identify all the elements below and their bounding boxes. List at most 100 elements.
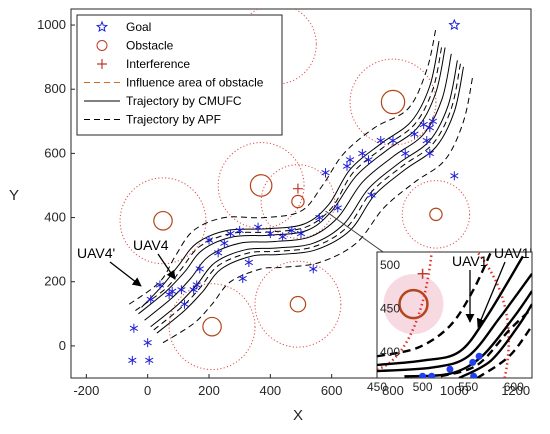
uav-marker-32 bbox=[364, 155, 373, 165]
x-tick-label: 800 bbox=[382, 383, 404, 398]
uav-marker-16 bbox=[226, 229, 235, 239]
y-tick-label: 400 bbox=[44, 210, 66, 225]
uav1-label: UAV1 bbox=[452, 253, 488, 269]
x-tick-label: 0 bbox=[144, 383, 151, 398]
legend-label: Goal bbox=[126, 20, 151, 34]
uav4-arrow bbox=[157, 253, 176, 280]
interference-marker bbox=[292, 183, 303, 194]
y-axis-ticks: 0 200 400 600 800 1000 bbox=[37, 17, 75, 353]
uav-marker-23 bbox=[287, 225, 296, 235]
uav4-label: UAV4 bbox=[133, 237, 169, 253]
influence-area-0 bbox=[119, 177, 207, 265]
legend-label: Obstacle bbox=[126, 39, 174, 53]
trajectories-layer bbox=[129, 28, 474, 344]
legend-label: Interference bbox=[126, 57, 190, 71]
uav-marker-31 bbox=[358, 148, 367, 158]
uav-marker-15 bbox=[220, 238, 229, 248]
y-tick-label: 200 bbox=[44, 274, 66, 289]
annotations: UAV4' UAV4 bbox=[77, 237, 176, 287]
obstacle-4 bbox=[429, 207, 443, 222]
uav-marker-30 bbox=[345, 155, 355, 165]
inset-influence-arc-2 bbox=[476, 252, 510, 378]
inset-cmufc-0 bbox=[377, 255, 524, 367]
x-tick-label: 1000 bbox=[440, 383, 469, 398]
uav-marker-13 bbox=[204, 235, 214, 245]
legend-label: Influence area of obstacle bbox=[126, 76, 264, 90]
uav-marker-0 bbox=[128, 355, 137, 365]
y-tick-label: 800 bbox=[44, 81, 66, 96]
uav-marker-40 bbox=[425, 123, 434, 133]
uav-markers-layer bbox=[128, 18, 461, 365]
goal-marker bbox=[448, 18, 461, 31]
uav-marker-43 bbox=[450, 171, 459, 181]
y-tick-label: 600 bbox=[44, 145, 66, 160]
obstacle-6 bbox=[202, 316, 222, 337]
influence-area-3 bbox=[349, 58, 437, 146]
inset-uav-dot-4 bbox=[475, 352, 483, 360]
apf-trajectory-1 bbox=[162, 76, 474, 344]
uav4-prime-label: UAV4' bbox=[77, 245, 115, 261]
inset-apf-0 bbox=[377, 252, 493, 358]
inset-x-tick-label: 500 bbox=[413, 380, 433, 394]
inset-uav-dot-2 bbox=[446, 365, 454, 373]
cmufc-trajectory-0 bbox=[138, 47, 446, 315]
uav-marker-20 bbox=[253, 222, 263, 232]
legend-label: Trajectory by APF bbox=[126, 113, 221, 127]
inset-cmufc-1 bbox=[377, 272, 532, 373]
influence-area-6 bbox=[168, 283, 256, 371]
uav-marker-18 bbox=[238, 274, 247, 284]
legend-interference-icon bbox=[97, 59, 107, 69]
apf-trajectory-3 bbox=[153, 63, 461, 331]
inset-x-tick-label: 550 bbox=[458, 380, 478, 394]
x-tick-label: 600 bbox=[321, 383, 343, 398]
inset-obstacle bbox=[398, 288, 429, 320]
uav-marker-41 bbox=[428, 116, 438, 126]
uav-marker-24 bbox=[296, 229, 306, 239]
uav-marker-29 bbox=[342, 161, 352, 171]
uav-marker-35 bbox=[388, 136, 398, 146]
uav-marker-2 bbox=[145, 355, 154, 365]
legend: Goal Obstacle Interference Influence area o… bbox=[76, 14, 283, 136]
inset-influence-fill bbox=[383, 274, 444, 335]
uav-marker-37 bbox=[410, 129, 419, 139]
uav-marker-33 bbox=[367, 190, 376, 200]
apf-trajectory-0 bbox=[129, 28, 437, 305]
obstacle-0 bbox=[153, 210, 173, 231]
inset-apf-2 bbox=[476, 325, 532, 378]
inset-x-tick-label: 600 bbox=[504, 380, 524, 394]
legend-goal-icon bbox=[95, 20, 109, 33]
zoom-inset: 450 500 550 600 400 450 500 UAV1 UAV1' bbox=[325, 210, 533, 394]
cmufc-trajectory-3 bbox=[156, 66, 464, 334]
uav-marker-9 bbox=[180, 299, 189, 309]
apf-trajectory-2 bbox=[135, 44, 443, 312]
inset-uav-dot-5 bbox=[470, 372, 478, 378]
inset-x-tick-label: 450 bbox=[367, 380, 387, 394]
cmufc-trajectory-4 bbox=[141, 41, 440, 308]
uav-marker-25 bbox=[309, 264, 318, 274]
uav-marker-7 bbox=[168, 286, 177, 296]
legend-label: Trajectory by CMUFC bbox=[126, 94, 242, 108]
uav-marker-8 bbox=[177, 285, 186, 295]
uav-marker-34 bbox=[376, 136, 385, 146]
inset-y-tick-label: 500 bbox=[380, 258, 400, 272]
x-tick-label: -200 bbox=[73, 383, 99, 398]
obstacle-2 bbox=[291, 194, 305, 209]
obstacle-1 bbox=[249, 174, 273, 197]
uav-marker-12 bbox=[195, 264, 204, 274]
uav1-prime-arrow bbox=[476, 261, 506, 328]
x-tick-label: 200 bbox=[198, 383, 220, 398]
uav-marker-11 bbox=[192, 280, 201, 290]
x-tick-label: 1200 bbox=[501, 383, 530, 398]
influence-area-2 bbox=[260, 164, 336, 239]
obstacle-5 bbox=[289, 295, 307, 313]
cmufc-trajectory-1 bbox=[144, 53, 452, 321]
uav-marker-36 bbox=[401, 148, 410, 158]
obstacles-layer bbox=[119, 9, 471, 371]
inset-content bbox=[377, 252, 532, 378]
x-tick-label: 400 bbox=[259, 383, 281, 398]
uav-marker-39 bbox=[422, 136, 431, 146]
uav-marker-22 bbox=[278, 232, 287, 242]
uav-marker-5 bbox=[155, 280, 165, 290]
influence-area-7 bbox=[236, 9, 317, 85]
